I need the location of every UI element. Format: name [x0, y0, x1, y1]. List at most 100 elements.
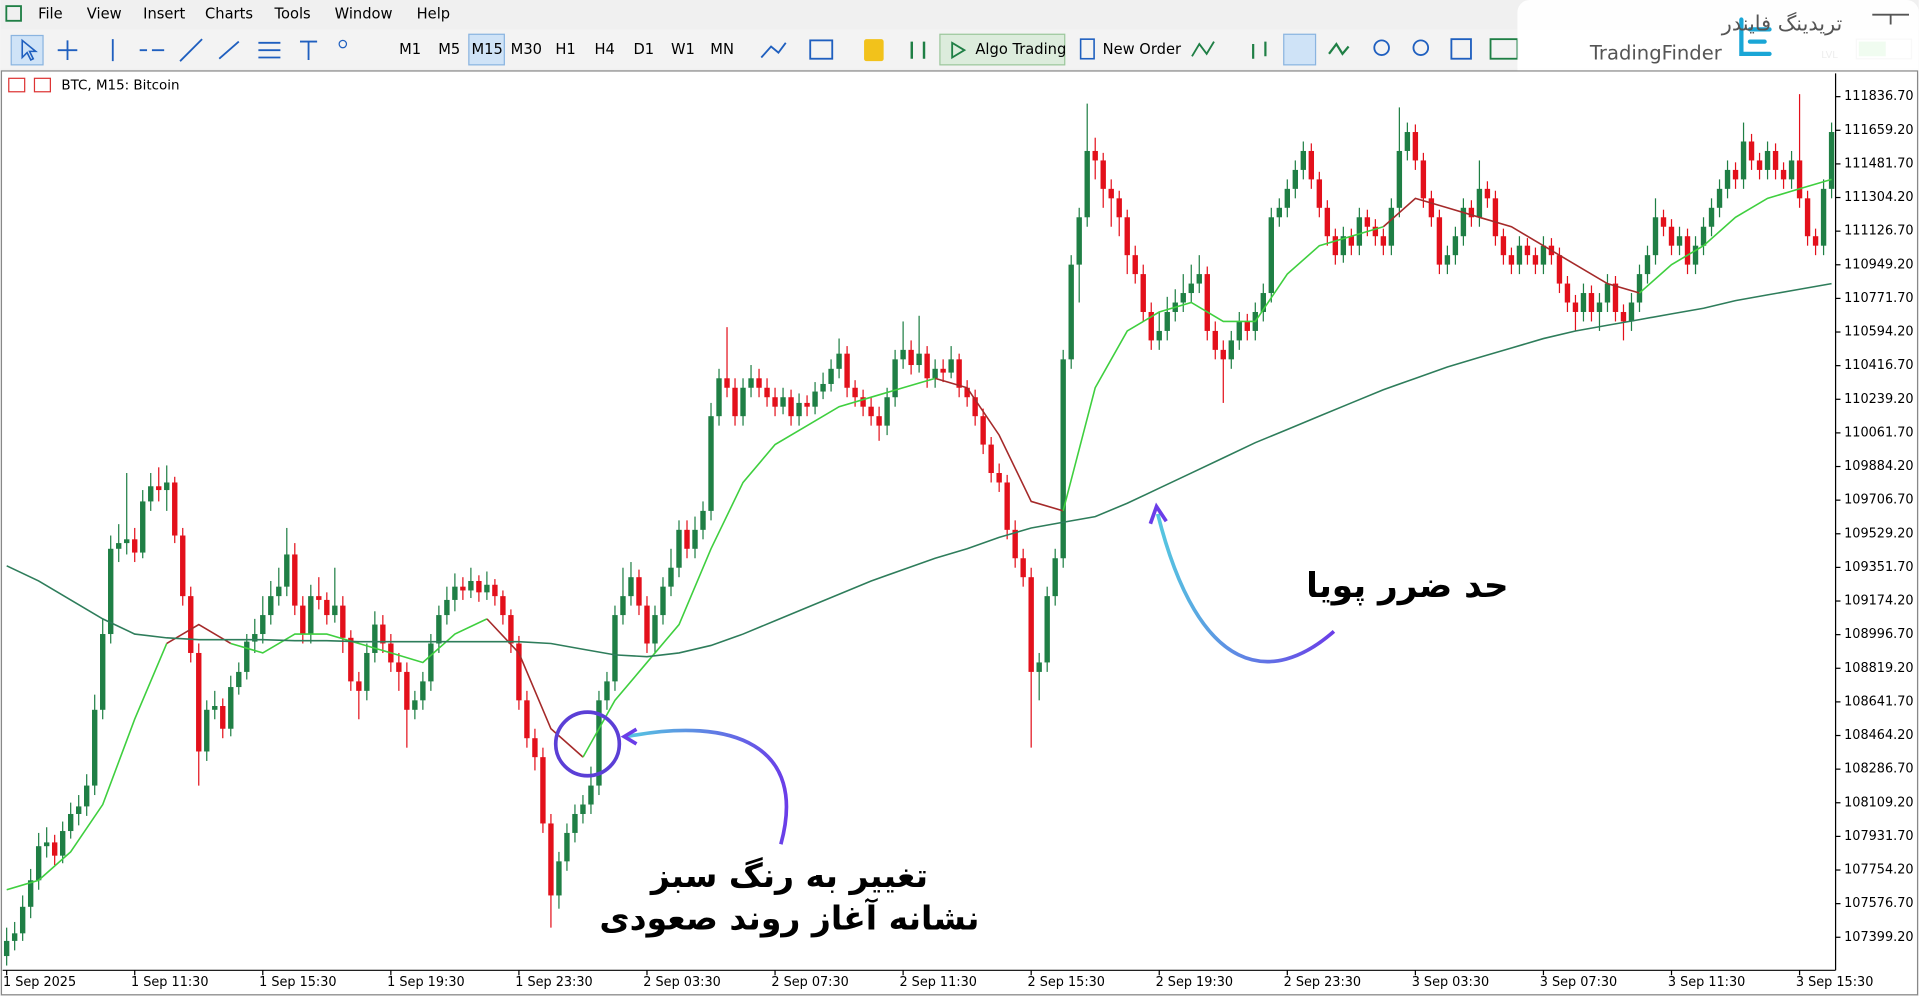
candle-body	[1156, 330, 1162, 341]
y-tick-label: 111304.20	[1844, 190, 1913, 205]
menu-item[interactable]: Window	[335, 6, 393, 23]
candle-body	[444, 599, 450, 616]
new-order-label[interactable]: New Order	[1103, 41, 1182, 58]
x-tick-label: 2 Sep 19:30	[1156, 975, 1233, 990]
indicator-icon[interactable]	[760, 42, 787, 59]
algo-trading-button[interactable]	[939, 33, 1066, 66]
candle-body	[380, 624, 386, 644]
candle-body	[452, 586, 458, 600]
crosshair-icon[interactable]	[57, 40, 78, 60]
menu-item[interactable]: Charts	[205, 6, 253, 23]
candle-body	[1700, 226, 1707, 246]
candle-body	[244, 641, 250, 672]
candle-body	[1812, 236, 1819, 246]
candle-body	[1732, 169, 1739, 180]
y-tick-label: 109884.20	[1844, 459, 1913, 474]
trade-icon[interactable]	[1191, 41, 1215, 57]
menu-item[interactable]: File	[38, 6, 63, 23]
timeframe-button[interactable]: M30	[511, 41, 542, 58]
candle-body	[964, 387, 970, 398]
y-tick-label: 108819.20	[1844, 661, 1913, 676]
candle-body	[1244, 321, 1250, 331]
candle-body	[916, 353, 922, 366]
template-icon[interactable]	[809, 39, 834, 60]
logo-bg	[1517, 0, 1919, 84]
candle-body	[940, 368, 946, 373]
window-controls	[1872, 13, 1910, 25]
depth-icon[interactable]	[910, 41, 926, 59]
menu-item[interactable]: View	[87, 6, 122, 23]
candle-body	[1628, 302, 1635, 322]
candle-body	[732, 387, 738, 417]
candle-body	[980, 416, 986, 445]
candle-body	[1476, 188, 1483, 218]
candle-body	[92, 709, 98, 786]
candle-body	[876, 416, 882, 426]
timeframe-button[interactable]: H4	[594, 41, 614, 58]
candle-body	[356, 681, 362, 691]
zoom-out[interactable]	[1412, 39, 1430, 56]
order-icon[interactable]	[1079, 38, 1095, 60]
candle-body	[836, 353, 842, 369]
candle-body	[1780, 169, 1787, 180]
candle-body	[332, 605, 338, 616]
text-icon[interactable]	[299, 40, 318, 60]
chart-frame	[0, 70, 1919, 996]
draw-icons[interactable]	[179, 38, 281, 62]
timeframe-button[interactable]: W1	[671, 41, 695, 58]
timeframe-button[interactable]: H1	[555, 41, 575, 58]
candle-body	[1388, 207, 1395, 246]
candle-body	[988, 444, 994, 474]
candle-body	[1340, 236, 1347, 256]
lines-icon[interactable]	[111, 39, 165, 62]
candle-body	[1644, 255, 1651, 275]
candle-body	[1052, 558, 1058, 597]
candle-body	[1508, 255, 1515, 265]
timeframe-button[interactable]: M15	[472, 41, 503, 58]
candle-body	[1612, 283, 1619, 312]
y-tick-label: 111481.70	[1844, 156, 1913, 171]
candle-body	[19, 906, 26, 934]
active-timeframe	[468, 33, 505, 66]
arrow-head	[620, 727, 638, 746]
annotation-text: نشانه آغاز روند صعودی	[599, 898, 979, 939]
x-tick-label: 3 Sep 07:30	[1540, 975, 1617, 990]
timeframe-button[interactable]: MN	[710, 41, 734, 58]
shapes-icon[interactable]	[338, 39, 348, 49]
candle-body	[308, 596, 314, 635]
candle-body	[1412, 132, 1419, 161]
zoom-in[interactable]	[1373, 39, 1390, 56]
timeframe-button[interactable]: M1	[399, 41, 421, 58]
y-tick-label: 110239.20	[1844, 392, 1913, 407]
annotation-text: تغییر به رنگ سبز	[649, 856, 928, 896]
candle-body	[860, 397, 866, 407]
x-tick-label: 2 Sep 15:30	[1028, 975, 1105, 990]
candle-body	[1828, 132, 1835, 189]
menu-item[interactable]: Tools	[274, 6, 311, 23]
tile-icon[interactable]	[1450, 38, 1472, 60]
menu-item[interactable]: Help	[417, 6, 450, 23]
candle-body	[59, 831, 66, 856]
algo-trading-label[interactable]: Algo Trading	[975, 41, 1066, 58]
chart-title: BTC, M15: Bitcoin	[61, 79, 179, 94]
cursor-button[interactable]	[10, 34, 44, 66]
candle-body	[276, 586, 282, 597]
candle-body	[284, 554, 290, 587]
candle-body	[892, 359, 898, 398]
chart-icon	[33, 77, 51, 93]
candle-body	[220, 706, 226, 729]
logo-persian: تریدینگ فایندر	[1721, 11, 1843, 35]
candle-body	[172, 482, 178, 536]
y-tick-label: 111126.70	[1844, 224, 1913, 239]
candle-body	[364, 652, 370, 691]
candle-body	[724, 378, 730, 388]
signals-icon[interactable]	[864, 39, 884, 62]
candle-body	[1500, 236, 1507, 256]
candle-body	[604, 681, 610, 701]
menu-item[interactable]: Insert	[143, 6, 185, 23]
candle-body	[1396, 150, 1403, 208]
candle-body	[700, 510, 706, 530]
candle-body	[788, 397, 794, 417]
timeframe-button[interactable]: M5	[438, 41, 460, 58]
timeframe-button[interactable]: D1	[633, 41, 654, 58]
